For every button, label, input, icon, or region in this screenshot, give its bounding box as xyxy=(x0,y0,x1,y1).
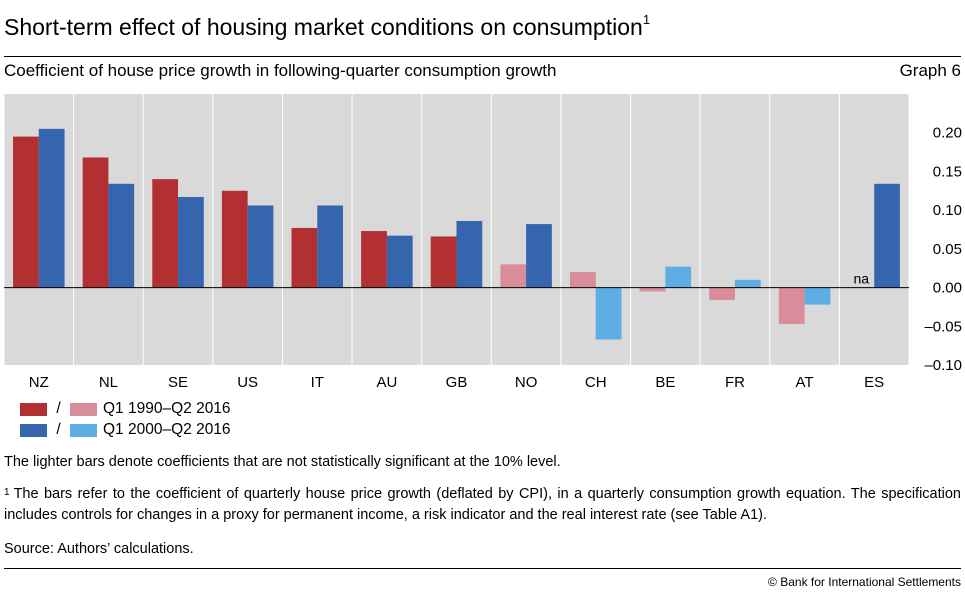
bar-BE-series-2 xyxy=(665,266,692,288)
bar-NL-series-2 xyxy=(108,183,135,288)
bar-IT-series-2 xyxy=(317,205,344,288)
bar-AU-series-1 xyxy=(361,231,387,288)
legend-swatch-significant xyxy=(20,402,47,416)
x-tick-label: NL xyxy=(99,374,118,391)
bar-NZ-series-2 xyxy=(38,128,65,288)
bar-BE-series-1 xyxy=(639,287,666,292)
y-tick-label: 0.10 xyxy=(933,202,962,219)
x-tick-label: CH xyxy=(585,374,607,391)
x-tick-label: GB xyxy=(446,374,468,391)
bar-US-series-1 xyxy=(221,190,248,288)
chart-subtitle: Coefficient of house price growth in fol… xyxy=(4,61,557,80)
x-tick-label: AT xyxy=(796,374,814,391)
footnote-text: The bars refer to the coefficient of qua… xyxy=(4,486,961,523)
bar-AU-series-2 xyxy=(386,235,413,288)
legend-label: Q1 1990–Q2 2016 xyxy=(103,400,231,417)
legend-swatch-significant xyxy=(20,423,47,437)
x-tick-label: IT xyxy=(311,374,324,391)
bar-NO-series-2 xyxy=(526,224,552,288)
bar-NO-series-1 xyxy=(500,264,527,288)
legend-swatch-insignificant xyxy=(70,423,97,437)
y-tick-label: 0.20 xyxy=(933,125,962,142)
bar-chart: na NZ NL SE US IT AU GB NO CH BE FR AT ES 0.20 0.15 0.10… xyxy=(3,94,962,391)
x-tick-label: BE xyxy=(655,374,675,391)
copyright: © Bank for International Settlements xyxy=(768,575,961,589)
bar-FR-series-1 xyxy=(709,287,735,300)
legend-label: Q1 2000–Q2 2016 xyxy=(103,421,231,438)
bar-SE-series-1 xyxy=(152,179,179,288)
x-tick-label: NZ xyxy=(29,374,49,391)
legend-swatch-insignificant xyxy=(70,402,97,416)
bar-GB-series-1 xyxy=(430,236,457,288)
graph-number: Graph 6 xyxy=(899,61,961,80)
bar-NZ-series-1 xyxy=(13,136,39,288)
x-tick-label: US xyxy=(237,374,258,391)
y-tick-label: 0.05 xyxy=(933,241,962,258)
chart-title: Short-term effect of housing market cond… xyxy=(4,12,651,40)
bar-IT-series-1 xyxy=(291,227,318,288)
x-tick-label: SE xyxy=(168,374,188,391)
x-tick-label: ES xyxy=(864,374,884,391)
bar-CH-series-1 xyxy=(569,272,596,288)
legend-separator: / xyxy=(56,421,61,438)
x-tick-label: AU xyxy=(376,374,397,391)
annotation-label: na xyxy=(854,271,870,287)
bar-ES-series-2 xyxy=(874,183,900,288)
bottom-rule xyxy=(4,568,961,569)
bar-NL-series-1 xyxy=(82,157,109,288)
footnote-mark: 1 xyxy=(4,487,10,498)
bar-US-series-2 xyxy=(247,205,274,288)
legend-item-1: / Q1 1990–Q2 2016 xyxy=(20,400,231,418)
x-tick-label: FR xyxy=(725,374,745,391)
top-rule xyxy=(4,56,961,57)
footnote: 1 The bars refer to the coefficient of qu… xyxy=(4,484,961,526)
bar-GB-series-2 xyxy=(456,220,483,288)
title-footnote-mark: 1 xyxy=(642,12,651,27)
y-tick-label: –0.05 xyxy=(924,318,962,335)
y-tick-label: 0.00 xyxy=(933,280,962,297)
significance-note: The lighter bars denote coefficients tha… xyxy=(4,454,561,470)
legend-item-2: / Q1 2000–Q2 2016 xyxy=(20,421,231,439)
bar-CH-series-2 xyxy=(595,287,622,340)
y-tick-label: –0.10 xyxy=(924,357,962,374)
source-note: Source: Authors’ calculations. xyxy=(4,541,194,557)
bar-AT-series-2 xyxy=(804,287,831,305)
legend-separator: / xyxy=(56,400,61,417)
bar-SE-series-2 xyxy=(178,196,204,288)
bar-AT-series-1 xyxy=(778,287,805,324)
x-tick-label: NO xyxy=(515,374,538,391)
bar-FR-series-2 xyxy=(734,279,761,288)
y-tick-label: 0.15 xyxy=(933,163,962,180)
